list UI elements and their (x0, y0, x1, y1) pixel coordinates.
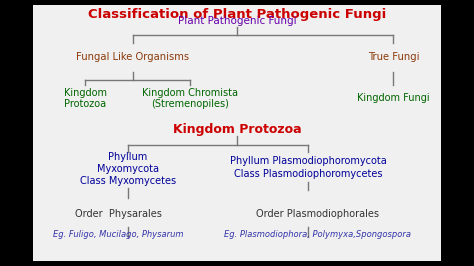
Text: Kingdom
Protozoa: Kingdom Protozoa (64, 88, 107, 109)
Text: Fungal Like Organisms: Fungal Like Organisms (76, 52, 189, 62)
Text: Kingdom Protozoa: Kingdom Protozoa (173, 123, 301, 135)
Text: Phyllum Plasmodiophoromycota: Phyllum Plasmodiophoromycota (230, 156, 386, 166)
Text: Classification of Plant Pathogenic Fungi: Classification of Plant Pathogenic Fungi (88, 8, 386, 21)
Text: Kingdom Fungi: Kingdom Fungi (357, 93, 430, 103)
Text: Plant Pathogenic Fungi: Plant Pathogenic Fungi (178, 16, 296, 26)
Text: Order Plasmodiophorales: Order Plasmodiophorales (256, 209, 379, 219)
Text: Eg. Plasmodiophora, Polymyxa,Spongospora: Eg. Plasmodiophora, Polymyxa,Spongospora (224, 230, 411, 239)
Text: Eg. Fuligo, Mucilago, Physarum: Eg. Fuligo, Mucilago, Physarum (53, 230, 184, 239)
Text: Order  Physarales: Order Physarales (75, 209, 162, 219)
FancyBboxPatch shape (33, 5, 441, 261)
Text: Class Plasmodiophoromycetes: Class Plasmodiophoromycetes (234, 169, 383, 179)
Text: True Fungi: True Fungi (368, 52, 419, 62)
Text: Phyllum
Myxomycota
Class Myxomycetes: Phyllum Myxomycota Class Myxomycetes (80, 152, 176, 185)
Text: Kingdom Chromista
(Stremenopiles): Kingdom Chromista (Stremenopiles) (142, 88, 237, 109)
